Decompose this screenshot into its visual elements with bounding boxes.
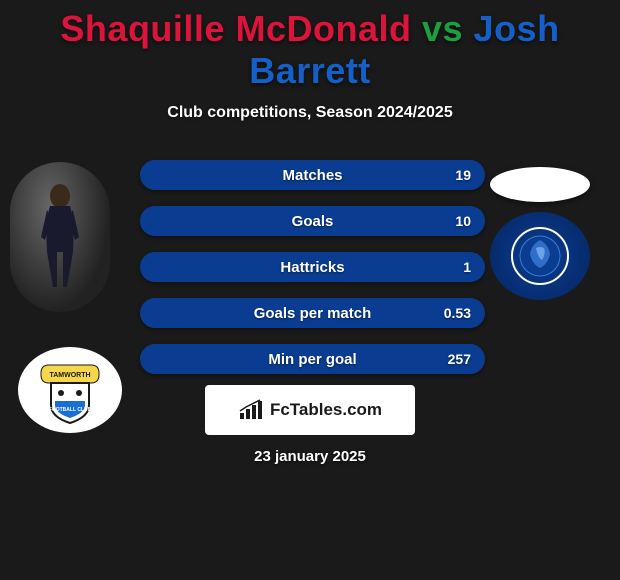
player1-name: Shaquille McDonald (60, 8, 411, 49)
stat-row: Goals per match 0.53 (140, 298, 485, 328)
stat-label: Goals (292, 213, 334, 230)
date-stamp: 23 january 2025 (254, 448, 366, 465)
svg-text:FOOTBALL CLUB: FOOTBALL CLUB (49, 407, 92, 413)
stat-row: Hattricks 1 (140, 252, 485, 282)
stat-label: Min per goal (268, 351, 356, 368)
player1-photo (10, 162, 110, 312)
tamworth-badge-icon: TAMWORTH FOOTBALL CLUB (39, 355, 101, 425)
stat-value-right: 0.53 (444, 305, 471, 321)
stat-rows: Matches 19 Goals 10 Hattricks 1 Goals per matc… (140, 160, 485, 390)
stat-value-right: 19 (455, 167, 471, 183)
stat-label: Goals per match (254, 305, 372, 322)
stat-value-right: 257 (448, 351, 471, 367)
player-silhouette-icon (35, 182, 85, 292)
player2-club-badge (490, 212, 590, 300)
fctables-brand: FcTables.com (205, 385, 415, 435)
fctables-text: FcTables.com (270, 400, 382, 420)
svg-text:TAMWORTH: TAMWORTH (49, 372, 90, 379)
stat-row: Goals 10 (140, 206, 485, 236)
player1-club-badge: TAMWORTH FOOTBALL CLUB (18, 347, 122, 433)
stat-row: Matches 19 (140, 160, 485, 190)
stat-value-right: 1 (463, 259, 471, 275)
subtitle: Club competitions, Season 2024/2025 (0, 104, 620, 122)
stat-row: Min per goal 257 (140, 344, 485, 374)
player2-photo-placeholder (490, 167, 590, 202)
fctables-logo-icon (238, 399, 264, 421)
stat-label: Hattricks (280, 259, 344, 276)
stat-value-right: 10 (455, 213, 471, 229)
vs-text: vs (422, 8, 463, 49)
stat-label: Matches (282, 167, 342, 184)
comparison-title: Shaquille McDonald vs Josh Barrett (0, 0, 620, 92)
aldershot-badge-icon (510, 226, 570, 286)
